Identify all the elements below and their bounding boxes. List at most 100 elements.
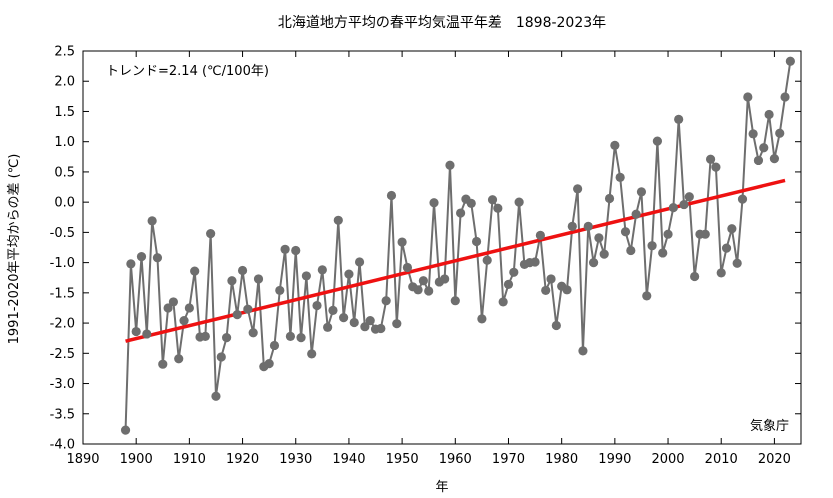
data-point: [663, 229, 673, 239]
x-tick-label: 1890: [66, 452, 99, 467]
y-tick-label: -1.0: [50, 256, 75, 271]
data-point: [679, 199, 689, 210]
data-point: [759, 143, 769, 153]
series-layer: [124, 61, 792, 431]
data-point: [307, 349, 317, 359]
data-point: [594, 233, 604, 243]
data-point: [466, 198, 476, 208]
x-tick-label: 1910: [173, 452, 206, 467]
data-point: [503, 279, 514, 289]
y-axis-title: 1991-2020年平均からの差 (℃): [7, 154, 22, 345]
data-point: [312, 300, 322, 311]
y-tick-label: -3.0: [50, 377, 75, 392]
x-tick-label: 1950: [386, 452, 419, 467]
data-point: [275, 285, 285, 296]
y-tick-label: 1.0: [54, 135, 75, 150]
data-point: [493, 203, 503, 213]
data-point: [562, 285, 572, 295]
y-tick-label: -4.0: [50, 438, 75, 453]
data-point: [658, 248, 668, 258]
data-point: [200, 331, 210, 341]
x-tick-label: 2000: [651, 452, 684, 467]
y-tick-label: 0.5: [54, 165, 75, 180]
data-point: [360, 322, 370, 332]
data-point: [285, 331, 296, 341]
source-label: 気象庁: [750, 418, 789, 434]
data-point: [743, 92, 753, 102]
data-point: [131, 326, 141, 337]
data-point: [647, 241, 657, 251]
x-tick-label: 1990: [598, 452, 631, 467]
data-point: [727, 224, 737, 234]
data-point: [530, 257, 540, 267]
data-point: [184, 303, 194, 313]
data-point: [620, 227, 631, 237]
data-point: [631, 209, 641, 219]
data-point: [599, 249, 609, 259]
data-point: [354, 257, 365, 267]
y-tick-label: -1.5: [50, 286, 75, 301]
data-point: [652, 136, 663, 146]
data-point: [136, 251, 147, 262]
data-point: [732, 258, 742, 268]
data-point: [243, 304, 253, 314]
data-point: [402, 262, 413, 273]
data-point: [296, 332, 306, 343]
data-point: [764, 109, 774, 120]
data-point: [551, 320, 561, 331]
data-point: [578, 346, 588, 356]
data-point: [674, 114, 684, 124]
y-tick-label: -3.5: [50, 407, 75, 422]
data-point: [721, 243, 732, 253]
data-point: [237, 265, 248, 276]
data-point: [769, 154, 780, 164]
data-point: [227, 276, 237, 286]
data-point: [232, 310, 242, 320]
data-point: [222, 332, 232, 343]
data-point: [163, 303, 173, 313]
data-point: [498, 297, 508, 307]
y-tick-label: -2.5: [50, 347, 75, 362]
data-point: [344, 269, 354, 279]
data-point: [429, 198, 439, 208]
x-tick-label: 2020: [758, 452, 791, 467]
data-point: [418, 276, 428, 286]
data-point: [216, 352, 226, 362]
data-point: [450, 296, 460, 306]
data-point: [179, 316, 189, 326]
data-point: [567, 221, 577, 231]
data-point: [748, 129, 758, 139]
data-point: [158, 359, 168, 369]
data-point: [147, 216, 157, 226]
data-point: [477, 314, 487, 324]
data-point: [174, 354, 184, 364]
data-point: [206, 228, 216, 239]
data-point: [626, 245, 636, 256]
data-point: [269, 340, 280, 351]
x-tick-label: 1960: [439, 452, 472, 467]
data-point: [785, 56, 795, 66]
data-point: [386, 190, 397, 201]
data-point: [716, 268, 726, 278]
y-tick-label: -2.0: [50, 317, 75, 332]
data-point: [456, 208, 466, 218]
data-point: [397, 237, 407, 247]
data-point: [615, 172, 625, 182]
data-point: [211, 391, 221, 401]
data-point: [253, 274, 264, 284]
data-point: [610, 140, 620, 150]
y-tick-label: 1.5: [54, 105, 75, 120]
data-point: [684, 192, 694, 202]
data-point: [487, 195, 498, 205]
data-point: [152, 253, 163, 263]
data-point: [546, 274, 556, 284]
y-tick-label: -0.5: [50, 226, 75, 241]
data-point: [120, 425, 131, 435]
x-tick-label: 1940: [332, 452, 365, 467]
data-point: [168, 297, 179, 307]
data-point: [700, 229, 710, 239]
x-tick-label: 1920: [226, 452, 259, 467]
y-tick-label: 0.0: [54, 196, 75, 211]
data-point: [588, 258, 599, 268]
data-point: [424, 286, 434, 296]
